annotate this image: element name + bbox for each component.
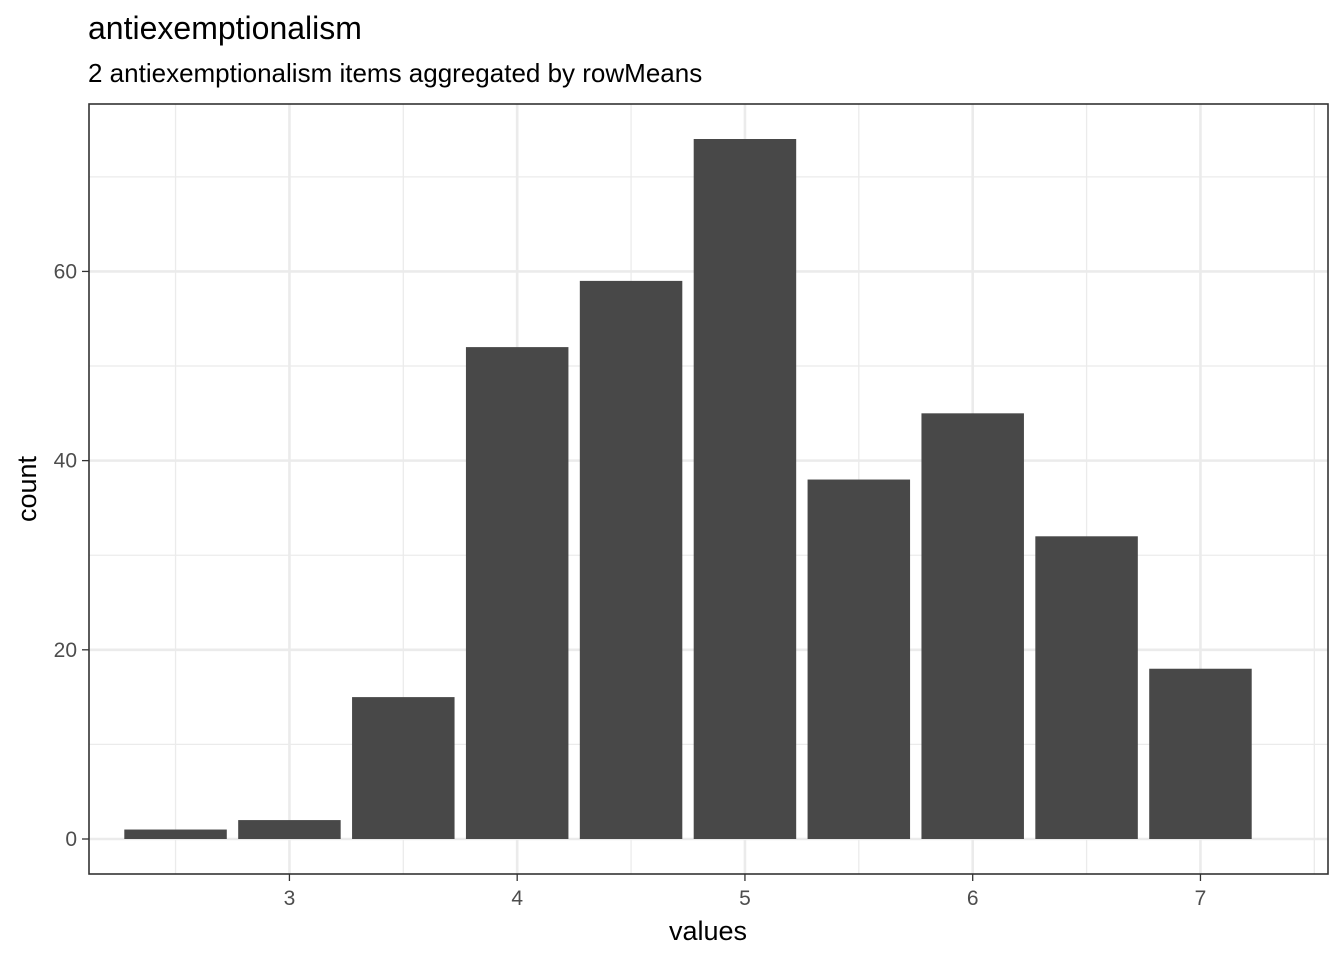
x-axis-title: values <box>669 916 747 946</box>
x-tick-label: 5 <box>739 887 751 910</box>
y-tick-label: 0 <box>65 828 77 851</box>
y-axis-title: count <box>12 455 42 522</box>
x-axis: 3 4 5 6 7 <box>284 874 1207 910</box>
y-axis: 0 20 40 60 <box>54 260 89 851</box>
bar <box>465 347 569 839</box>
bar <box>238 820 341 839</box>
x-tick-label: 6 <box>967 887 979 910</box>
x-tick-label: 3 <box>284 887 296 910</box>
panel-border <box>88 103 1329 875</box>
bar <box>1035 536 1138 839</box>
bar <box>352 697 455 839</box>
bar <box>1149 668 1252 839</box>
bars <box>124 139 1252 839</box>
x-tick-label: 4 <box>511 887 523 910</box>
y-tick-label: 60 <box>54 260 77 283</box>
bar <box>124 829 227 839</box>
y-tick-label: 40 <box>54 450 77 473</box>
bar <box>579 280 683 839</box>
y-tick-label: 20 <box>54 639 77 662</box>
x-tick-label: 7 <box>1195 887 1207 910</box>
bar <box>921 413 1024 839</box>
chart-subtitle: 2 antiexemptionalism items aggregated by… <box>88 58 702 88</box>
chart-title: antiexemptionalism <box>88 10 362 46</box>
bar <box>807 479 911 839</box>
bar <box>693 139 797 839</box>
